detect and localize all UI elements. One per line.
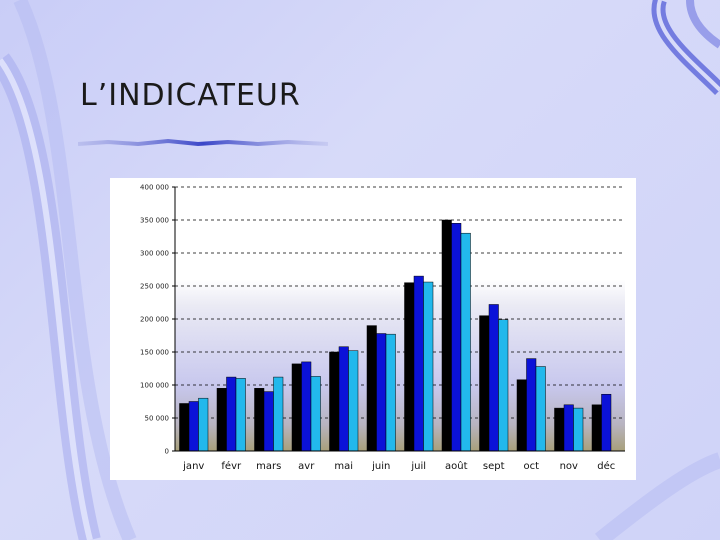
x-category-label: févr (221, 460, 242, 472)
x-category-label: mars (256, 461, 281, 472)
title-underline (78, 138, 328, 147)
bar-janv-series-3 (198, 397, 209, 452)
bar-juil-series-1 (404, 282, 415, 452)
x-category-label: août (445, 460, 468, 472)
x-category-label: oct (523, 461, 539, 472)
bar-janv-series-1 (179, 403, 190, 452)
bar-nov-series-1 (554, 407, 565, 452)
y-tick-label: 0 (165, 448, 169, 456)
y-tick-label: 100 000 (140, 382, 169, 390)
y-tick-label: 400 000 (140, 184, 169, 192)
y-tick-label: 150 000 (140, 349, 169, 357)
bar-août-series-2 (451, 223, 462, 452)
bar-janv-series-2 (188, 401, 199, 452)
bar-avr-series-2 (301, 361, 312, 452)
bar-févr-series-1 (216, 388, 227, 452)
y-tick-label: 50 000 (145, 415, 170, 423)
bar-oct-series-3 (535, 366, 546, 452)
bar-août-series-1 (441, 219, 452, 452)
bar-mai-series-3 (348, 350, 359, 452)
bar-mars-series-2 (263, 391, 274, 452)
bar-déc-series-1 (591, 404, 602, 452)
bar-sept-series-1 (479, 315, 490, 452)
bar-févr-series-3 (235, 378, 246, 452)
x-category-label: déc (597, 460, 615, 472)
monthly-bar-chart: 0 50 000 100 000 150 000 200 000 250 000 300 0… (140, 184, 625, 472)
bar-mars-series-1 (254, 388, 265, 452)
bar-déc-series-2 (601, 393, 612, 452)
bar-mars-series-3 (273, 376, 284, 452)
bar-nov-series-2 (563, 404, 574, 452)
bar-juil-series-3 (423, 281, 434, 452)
bar-avr-series-1 (291, 363, 302, 452)
bar-mai-series-1 (329, 351, 340, 452)
bar-oct-series-1 (516, 379, 527, 452)
x-category-label: juin (371, 461, 390, 472)
bar-juin-series-1 (366, 325, 377, 452)
y-tick-label: 300 000 (140, 250, 169, 258)
x-category-label: nov (560, 461, 578, 472)
slide-title: L’INDICATEUR (80, 78, 301, 113)
bar-juin-series-3 (385, 333, 396, 452)
x-category-label: mai (334, 461, 353, 472)
bar-sept-series-3 (498, 319, 509, 452)
bar-nov-series-3 (573, 407, 584, 452)
y-tick-label: 200 000 (140, 316, 169, 324)
bar-sept-series-2 (488, 304, 499, 452)
bar-févr-series-2 (226, 376, 237, 452)
bar-juin-series-2 (376, 333, 387, 452)
x-category-label: sept (483, 461, 505, 472)
x-category-label: juil (410, 461, 426, 472)
bar-avr-series-3 (310, 376, 321, 452)
y-tick-label: 250 000 (140, 283, 169, 291)
bar-juil-series-2 (413, 275, 424, 452)
bar-août-series-3 (460, 232, 471, 452)
x-category-label: avr (298, 461, 315, 472)
chart-frame: 0 50 000 100 000 150 000 200 000 250 000 300 0… (110, 178, 636, 480)
x-category-label: janv (182, 461, 204, 472)
bar-oct-series-2 (526, 358, 537, 452)
bar-mai-series-2 (338, 346, 349, 452)
y-tick-label: 350 000 (140, 217, 169, 225)
